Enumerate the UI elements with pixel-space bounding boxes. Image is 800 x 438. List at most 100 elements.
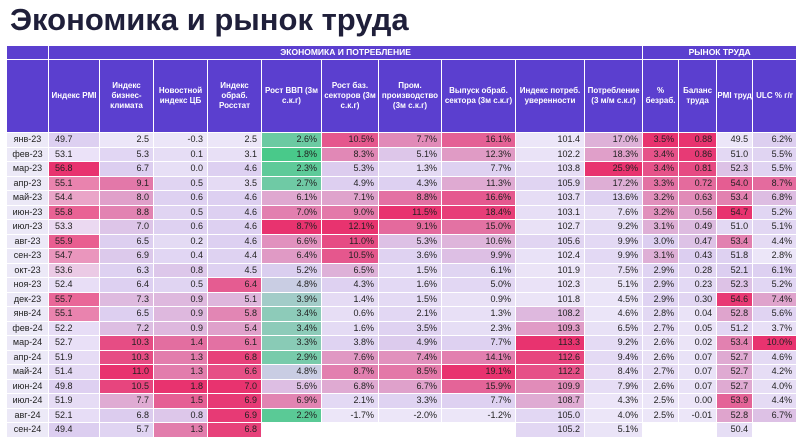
table-cell: 3.3% [378,393,442,409]
table-cell: 17.2% [583,175,644,191]
table-cell: 6.4% [261,248,322,264]
table-row: май-23 54.4 8.0 0.6 4.6 6.1% 7.1% 8.8% 16.6% 103.… [6,190,798,206]
table-cell: 8.7% [321,364,379,380]
table-cell: 7.7% [441,161,516,177]
table-cell: 1.4 [153,335,208,351]
table-cell: 5.8 [207,306,262,322]
table-cell: 53.9 [716,393,754,409]
table-cell: 0.56 [678,204,718,220]
section-header-labor: РЫНОК ТРУДА [642,45,798,60]
table-cell: 4.9% [321,175,379,191]
table-cell: 9.4% [583,349,644,365]
table-row: сен-23 54.7 6.9 0.4 4.4 6.4% 10.5% 3.6% 9.9% 102.… [6,248,798,264]
row-label-month: сен-23 [6,248,49,264]
table-cell: 7.4% [378,349,442,365]
table-cell: 7.5% [583,262,644,278]
table-cell: 7.2 [99,320,154,336]
table-cell: 0.6% [321,306,379,322]
table-cell: 6.6% [261,233,322,249]
table-cell: 52.4 [48,277,100,293]
table-cell: 5.0% [441,277,516,293]
table-cell: 5.2% [752,277,798,293]
table-row: апр-24 51.9 10.3 1.3 6.8 2.9% 7.6% 7.4% 14.1% 112… [6,349,798,365]
table-cell: 3.4% [642,161,680,177]
table-row: авг-23 55.9 6.5 0.2 4.6 6.6% 11.0% 5.3% 10.6% 105… [6,233,798,249]
table-cell: 9.1 [99,175,154,191]
table-cell: 2.6% [642,349,680,365]
table-cell: 52.8 [716,306,754,322]
table-cell: 108.2 [515,306,585,322]
table-cell: 2.6% [642,335,680,351]
table-cell: 7.0 [99,219,154,235]
table-cell: 0.5 [153,175,208,191]
table-cell: 0.00 [678,393,718,409]
table-cell: 5.1% [378,146,442,162]
table-body: янв-23 49.7 2.5 -0.3 2.5 2.6% 10.5% 7.7% 16.1% 10… [6,132,798,438]
table-cell: 51.0 [716,219,754,235]
column-header: Индекс бизнес-климата [99,59,154,133]
table-cell: 4.0% [752,378,798,394]
table-cell: 103.7 [515,190,585,206]
column-header: Индекс потреб. уверенности [515,59,585,133]
table-cell: -2.0% [378,407,442,423]
table-cell: 4.3% [378,175,442,191]
table-cell: 55.1 [48,306,100,322]
row-label-month: июн-23 [6,204,49,220]
table-cell: 2.9% [642,277,680,293]
table-cell: 7.6% [583,204,644,220]
table-cell: 18.4% [441,204,516,220]
table-row: фев-24 52.2 7.2 0.9 5.4 3.4% 1.6% 3.5% 2.3% 109.3… [6,320,798,336]
table-cell: 0.5 [153,277,208,293]
table-cell: 108.7 [515,393,585,409]
table-cell: 2.1% [378,306,442,322]
table-cell: 6.8 [99,407,154,423]
table-cell: 0.2 [153,233,208,249]
table-cell: 11.0 [99,364,154,380]
table-cell: 16.6% [441,190,516,206]
table-cell: 11.0% [321,233,379,249]
table-cell: 6.9 [207,393,262,409]
table-cell: 4.6 [207,161,262,177]
table-cell: 0.9 [153,306,208,322]
table-cell: 7.7 [99,393,154,409]
table-cell: 5.4 [207,320,262,336]
table-cell: 54.0 [716,175,754,191]
table-cell: 52.7 [716,349,754,365]
table-cell: 112.2 [515,364,585,380]
table-cell: 3.1 [207,146,262,162]
table-cell: 8.8 [99,204,154,220]
table-cell: 4.4 [207,248,262,264]
table-cell: 4.4% [752,393,798,409]
table-cell: 0.43 [678,248,718,264]
table-cell: 0.6 [153,219,208,235]
table-cell: 102.7 [515,219,585,235]
table-cell: 2.7% [261,175,322,191]
table-cell: 0.0 [153,161,208,177]
table-cell: 54.4 [48,190,100,206]
table-cell: 49.5 [716,132,754,148]
table-cell: 17.0% [583,132,644,148]
column-header: Пром. производство (3м с.к.г) [378,59,442,133]
table-cell: 5.2% [752,204,798,220]
table-row: апр-23 55.1 9.1 0.5 3.5 2.7% 4.9% 4.3% 11.3% 105.… [6,175,798,191]
column-header: PMI труд [716,59,754,133]
table-cell: 0.88 [678,132,718,148]
table-cell: 2.7% [642,364,680,380]
table-cell: 54.6 [716,291,754,307]
table-row: май-24 51.4 11.0 1.3 6.6 4.8% 8.7% 8.5% 19.1% 112… [6,364,798,380]
row-label-month: июл-23 [6,219,49,235]
table-cell: 9.9% [441,248,516,264]
table-cell: 2.6% [261,132,322,148]
table-cell: 3.1% [642,248,680,264]
table-cell: 0.30 [678,291,718,307]
table-row: фев-23 53.1 5.3 0.1 3.1 1.8% 8.3% 5.1% 12.3% 102.… [6,146,798,162]
column-header: Новостной индекс ЦБ [153,59,208,133]
table-cell: 25.9% [583,161,644,177]
table-cell: 7.3 [99,291,154,307]
table-cell: 53.4 [716,190,754,206]
table-cell: 4.8% [261,277,322,293]
column-header: Индекс обраб. Росстат [207,59,262,133]
table-cell: 101.9 [515,262,585,278]
row-label-month: авг-23 [6,233,49,249]
table-cell: 6.8% [321,378,379,394]
